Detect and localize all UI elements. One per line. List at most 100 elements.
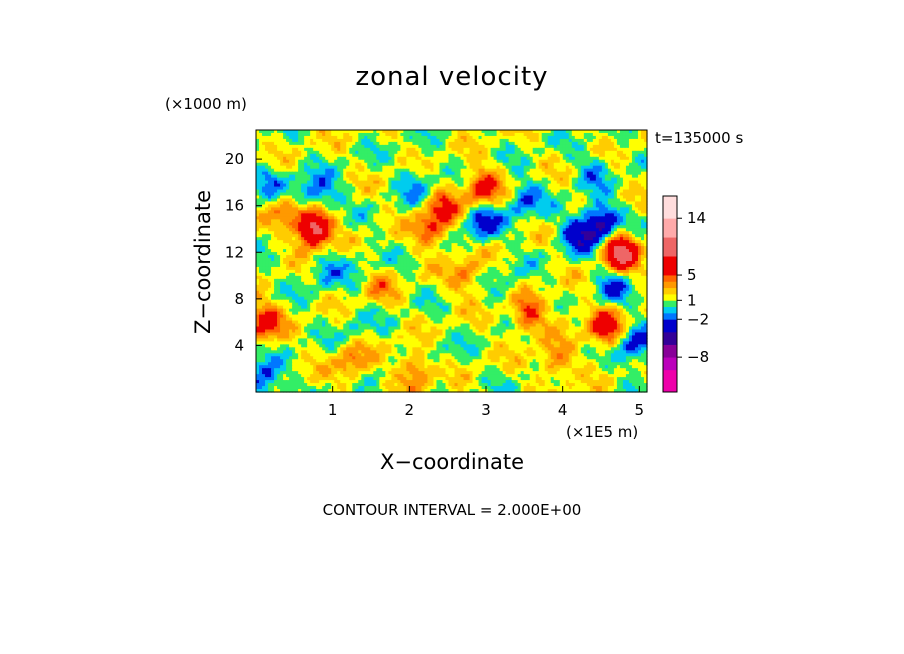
contour-cell xyxy=(604,225,609,229)
contour-cell xyxy=(541,144,546,149)
contour-cell xyxy=(499,138,504,143)
contour-cell xyxy=(265,234,269,238)
contour-cell xyxy=(631,171,636,176)
contour-cell xyxy=(400,147,404,152)
contour-cell xyxy=(580,183,585,188)
contour-cell xyxy=(388,177,392,182)
contour-cell xyxy=(406,210,410,214)
contour-cell xyxy=(274,198,278,203)
contour-cell xyxy=(346,198,350,203)
contour-cell xyxy=(328,213,332,217)
y-unit-label: (×1000 m) xyxy=(165,95,247,113)
contour-cell xyxy=(634,165,639,170)
contour-cell xyxy=(583,222,588,226)
contour-cell xyxy=(484,177,489,182)
contour-cell xyxy=(640,192,645,197)
contour-cell xyxy=(310,150,314,155)
contour-cell xyxy=(493,130,498,134)
contour-cell xyxy=(478,171,483,176)
contour-cell xyxy=(310,144,314,149)
contour-cell xyxy=(334,138,338,143)
contour-cell xyxy=(328,207,332,211)
contour-cell xyxy=(487,144,492,149)
contour-cell xyxy=(340,210,344,214)
contour-cell xyxy=(571,189,576,194)
contour-cell xyxy=(304,219,308,223)
contour-cell xyxy=(541,138,546,143)
contour-cell xyxy=(595,177,600,182)
contour-cell xyxy=(454,130,459,134)
contour-cell xyxy=(409,153,413,158)
contour-cell xyxy=(613,162,618,167)
contour-cell xyxy=(586,171,591,176)
contour-cell xyxy=(337,213,341,217)
contour-cell xyxy=(613,135,618,140)
contour-cell xyxy=(547,231,552,235)
contour-cell xyxy=(391,222,395,226)
contour-cell xyxy=(568,189,573,194)
contour-cell xyxy=(493,216,498,220)
contour-cell xyxy=(349,165,353,170)
contour-cell xyxy=(448,171,453,176)
contour-cell xyxy=(301,141,305,146)
contour-cell xyxy=(547,237,552,241)
contour-cell xyxy=(487,195,492,200)
contour-cell xyxy=(385,135,389,140)
contour-cell xyxy=(625,186,630,191)
contour-cell xyxy=(256,192,260,197)
contour-cell xyxy=(451,171,456,176)
contour-cell xyxy=(547,156,552,161)
contour-cell xyxy=(514,162,519,167)
contour-cell xyxy=(616,168,621,173)
contour-cell xyxy=(460,234,465,238)
contour-cell xyxy=(283,177,287,182)
contour-cell xyxy=(262,141,266,146)
contour-cell xyxy=(340,207,344,211)
contour-cell xyxy=(403,192,407,197)
contour-cell xyxy=(619,198,624,203)
contour-cell xyxy=(586,156,591,161)
contour-cell xyxy=(583,153,588,158)
contour-cell xyxy=(379,231,383,235)
contour-cell xyxy=(304,207,308,211)
contour-cell xyxy=(556,219,561,223)
contour-cell xyxy=(595,207,600,211)
contour-cell xyxy=(256,171,260,176)
contour-cell xyxy=(616,162,621,167)
contour-cell xyxy=(433,147,438,152)
contour-cell xyxy=(619,222,624,226)
contour-cell xyxy=(280,138,284,143)
contour-cell xyxy=(394,183,398,188)
contour-cell xyxy=(403,171,407,176)
contour-cell xyxy=(328,216,332,220)
contour-cell xyxy=(370,132,374,137)
contour-cell xyxy=(577,210,582,214)
contour-cell xyxy=(496,168,501,173)
contour-cell xyxy=(568,130,573,134)
contour-cell xyxy=(460,162,465,167)
contour-cell xyxy=(613,183,618,188)
contour-cell xyxy=(547,162,552,167)
contour-cell xyxy=(313,231,317,235)
contour-cell xyxy=(445,216,450,220)
contour-cell xyxy=(421,207,426,211)
contour-cell xyxy=(502,171,507,176)
contour-cell xyxy=(574,219,579,223)
contour-cell xyxy=(589,192,594,197)
contour-cell xyxy=(304,186,308,191)
contour-cell xyxy=(418,186,423,191)
contour-cell xyxy=(481,222,486,226)
contour-cell xyxy=(289,174,293,179)
contour-cell xyxy=(640,210,645,214)
contour-cell xyxy=(409,189,413,194)
contour-cell xyxy=(352,216,356,220)
contour-cell xyxy=(268,186,272,191)
contour-cell xyxy=(499,189,504,194)
contour-cell xyxy=(367,159,371,164)
contour-cell xyxy=(472,204,477,209)
contour-cell xyxy=(556,231,561,235)
contour-cell xyxy=(433,225,438,229)
contour-cell xyxy=(577,183,582,188)
contour-cell xyxy=(313,189,317,194)
contour-cell xyxy=(388,135,392,140)
